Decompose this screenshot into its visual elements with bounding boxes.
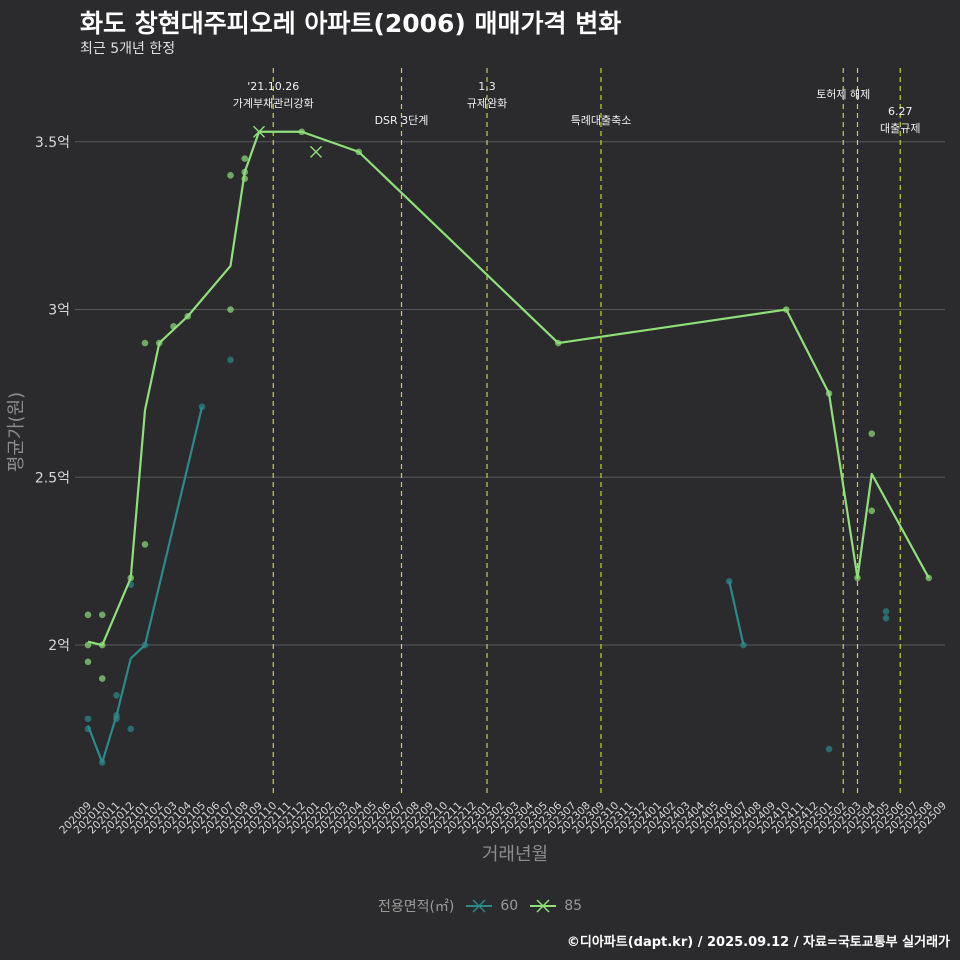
data-point-85 xyxy=(141,339,149,347)
source-caption: ©디아파트(dapt.kr) / 2025.09.12 / 자료=국토교통부 실… xyxy=(566,935,950,950)
chart-title: 화도 창현대주피오레 아파트(2006) 매매가격 변화 xyxy=(80,9,622,38)
event-label: 규제완화 xyxy=(467,97,507,110)
legend-label-85: 85 xyxy=(564,898,583,914)
data-point-85 xyxy=(98,675,106,682)
data-point-85 xyxy=(84,658,92,666)
series-layer xyxy=(84,125,933,766)
data-point-85 xyxy=(141,541,149,548)
event-label: '21.10.26 xyxy=(247,80,299,93)
data-point-60 xyxy=(882,614,890,622)
data-point-85 xyxy=(98,611,106,619)
data-point-85 xyxy=(868,507,876,515)
data-point-60 xyxy=(882,608,890,615)
data-point-85 xyxy=(84,611,92,619)
y-tick-label: 3.5억 xyxy=(35,135,70,151)
legend-item-85: 85 xyxy=(528,898,582,914)
data-point-85 xyxy=(227,172,234,179)
data-point-85 xyxy=(241,155,249,162)
cross-marker-85 xyxy=(310,145,322,158)
data-point-85 xyxy=(227,306,234,313)
cross-marker-85 xyxy=(253,125,265,138)
data-point-60 xyxy=(825,745,833,753)
chart-subtitle: 최근 5개년 한정 xyxy=(80,41,176,57)
event-label: DSR 3단계 xyxy=(375,114,429,127)
series-line-60 xyxy=(728,581,745,646)
legend-item-60: 60 xyxy=(464,898,518,914)
legend-title: 전용면적(㎡) xyxy=(377,899,455,915)
legend-label-60: 60 xyxy=(500,898,519,914)
y-tick-label: 2.5억 xyxy=(35,470,70,486)
event-label: 대출규제 xyxy=(880,122,920,135)
event-label: 1.3 xyxy=(478,80,496,93)
event-label: 특례대출축소 xyxy=(571,114,632,127)
data-point-60 xyxy=(227,356,234,364)
y-axis-title: 평균가(원) xyxy=(6,392,27,472)
legend-swatch-85 xyxy=(530,899,557,913)
event-label: 토허제 해제 xyxy=(816,87,870,101)
data-point-60 xyxy=(113,692,120,699)
y-tick-label: 2억 xyxy=(48,638,70,654)
data-point-85 xyxy=(868,430,876,437)
event-label: 가계부채관리강화 xyxy=(233,97,314,110)
legend: 전용면적(㎡) 60 85 xyxy=(0,896,960,916)
x-axis-title: 거래년월 xyxy=(482,844,548,865)
data-point-60 xyxy=(127,725,135,733)
series-line-60 xyxy=(86,406,204,764)
y-tick-label: 3억 xyxy=(48,303,70,319)
data-point-85 xyxy=(84,641,92,649)
grid-layer xyxy=(75,141,945,646)
legend-swatch-60 xyxy=(466,899,493,913)
series-line-85 xyxy=(87,130,930,647)
axis-layer: 2억2.5억3억3.5억2020092020102020112020122021… xyxy=(6,135,949,865)
data-point-60 xyxy=(84,715,92,723)
event-label: 6.27 xyxy=(888,105,913,118)
